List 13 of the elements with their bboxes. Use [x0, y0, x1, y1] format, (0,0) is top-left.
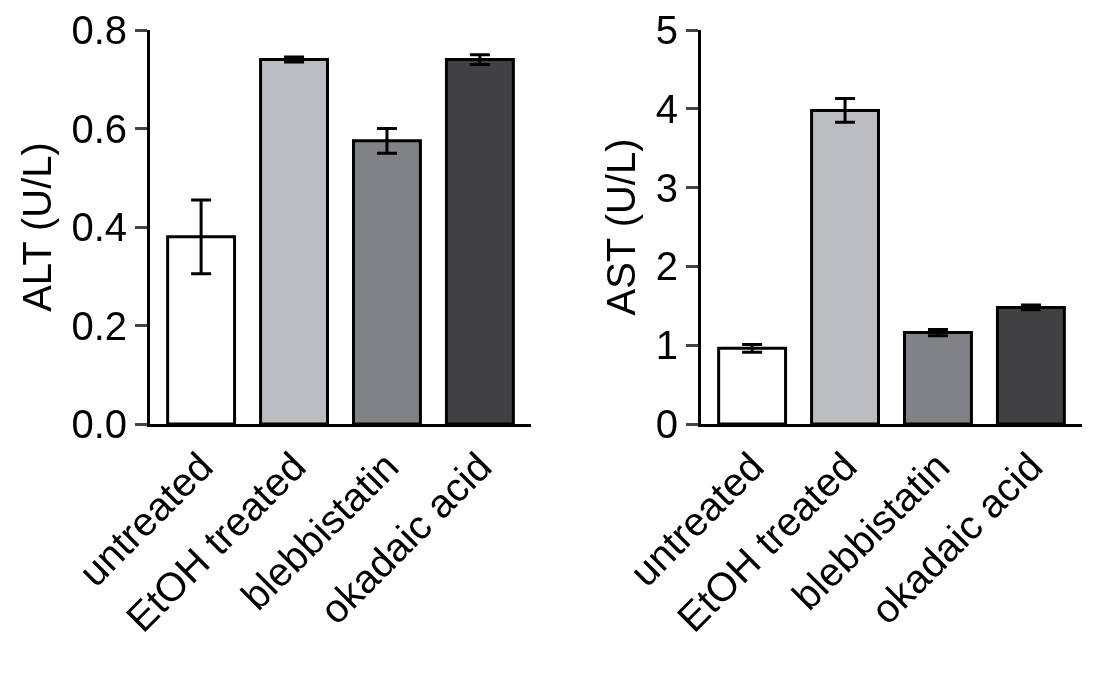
y-tick-label: 5	[655, 8, 678, 52]
y-axis-title: AST (U/L)	[599, 138, 644, 316]
y-tick-label: 2	[655, 244, 678, 289]
y-tick-label: 0.0	[71, 402, 127, 446]
y-tick-label: 0.2	[71, 303, 127, 348]
y-tick-label: 0.6	[71, 106, 127, 151]
y-tick-label: 4	[655, 86, 678, 131]
y-axis-title: ALT (U/L)	[14, 142, 59, 312]
y-tick-label: 0.8	[71, 8, 127, 52]
y-tick-label: 0	[655, 402, 678, 446]
y-tick-label: 3	[655, 165, 678, 210]
y-tick-label: 0.4	[71, 205, 127, 249]
y-tick-label: 1	[655, 323, 678, 368]
